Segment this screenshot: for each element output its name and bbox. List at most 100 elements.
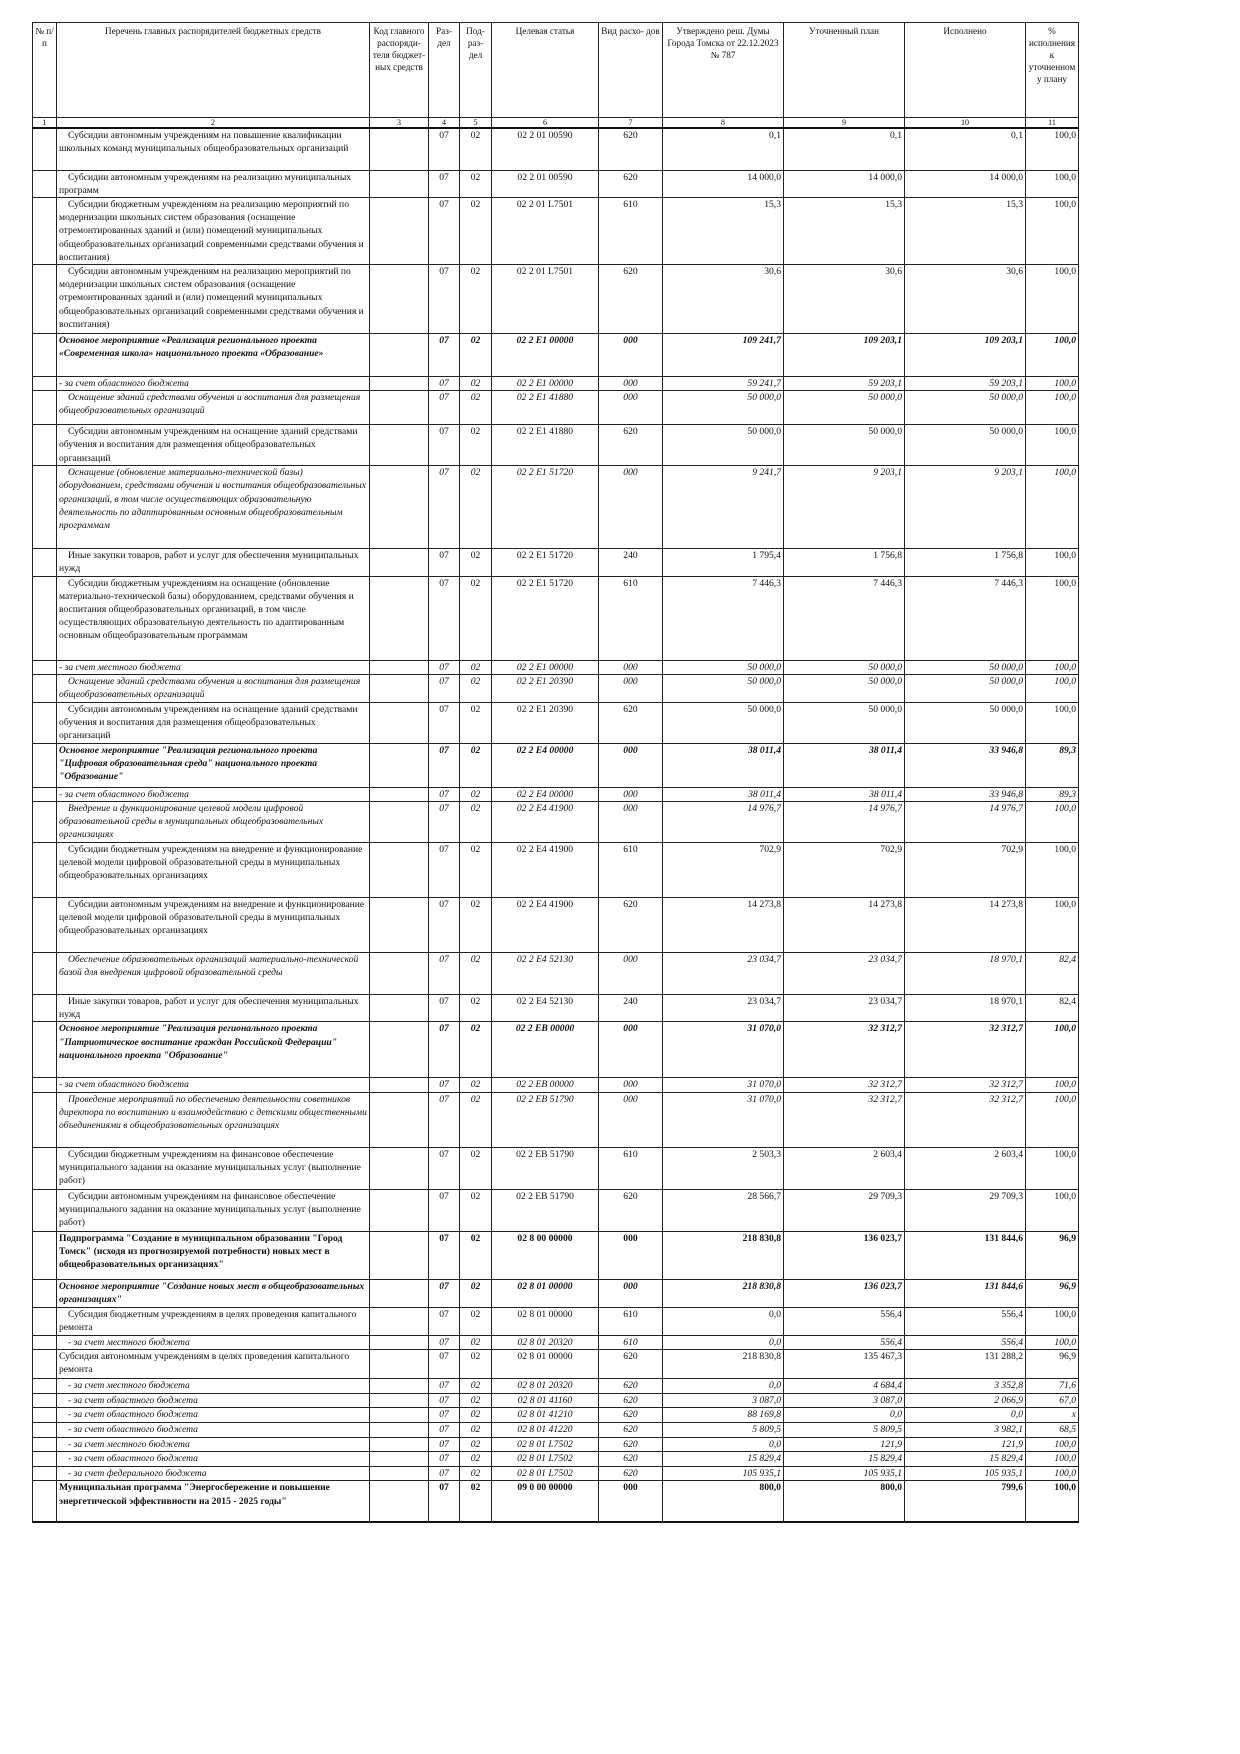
item-value: 100,0 [1025,332,1079,377]
item-value: 23 034,7 [662,951,784,995]
item-value: 100,0 [1025,1021,1079,1079]
data-row: - за счет местного бюджета 07 02 02 2 E1 00… [32,659,1079,675]
empty-cell [369,659,429,675]
item-value: 620 [598,701,663,744]
item-value: 620 [598,1377,663,1394]
item-value: 02 8 00 00000 [491,1230,599,1280]
item-name: Муниципальная программа "Энергосбережени… [56,1480,370,1523]
item-name: Оснащение зданий средствами обучения и в… [56,673,370,703]
data-row: Субсидии бюджетным учреждениям на внедре… [32,841,1079,898]
item-value: 3 087,0 [662,1392,784,1408]
item-value: 02 2 E1 51720 [491,465,599,550]
item-value: 71,6 [1025,1377,1079,1394]
item-value: 15 829,4 [904,1451,1026,1468]
item-value: 02 [459,993,492,1023]
item-value: 620 [598,1421,663,1438]
item-value: 02 [459,424,492,467]
item-value: 30,6 [662,263,784,334]
item-name: - за счет местного бюджета [56,659,370,675]
data-row: - за счет федерального бюджета 07 02 02 8 0… [32,1466,1079,1482]
item-value: 1 795,4 [662,548,784,577]
column-number: 6 [491,117,599,129]
item-value: 3 982,1 [904,1421,1026,1438]
item-value: 000 [598,375,663,392]
item-value: 02 2 E1 41880 [491,390,599,426]
item-value: 07 [428,1021,460,1079]
empty-cell [369,375,429,392]
data-row: Субсидия бюджетным учреждениям в целях п… [32,1306,1079,1336]
item-value: 0,1 [904,127,1026,171]
item-value: 02 [459,196,492,265]
item-value: 136 023,7 [783,1230,905,1280]
item-value: 89,3 [1025,786,1079,802]
item-value: 02 [459,1334,492,1350]
data-row: Муниципальная программа "Энергосбережени… [32,1480,1079,1523]
item-value: 620 [598,1348,663,1379]
item-value: 218 830,8 [662,1348,784,1379]
item-value: 000 [598,742,663,788]
empty-cell [369,742,429,788]
empty-cell [369,1230,429,1280]
item-value: 1 756,8 [783,548,905,577]
item-value: 32 312,7 [904,1021,1026,1079]
data-row: Оснащение зданий средствами обучения и в… [32,390,1079,426]
item-value: 50 000,0 [783,390,905,426]
item-value: 07 [428,786,460,802]
item-value: 67,0 [1025,1392,1079,1408]
table-head: № п/п Перечень главных распорядителей бюд… [32,22,1079,129]
item-value: 07 [428,1392,460,1408]
item-value: 15,3 [662,196,784,265]
empty-cell [369,1021,429,1079]
item-value: 100,0 [1025,127,1079,171]
empty-cell [369,993,429,1023]
column-number: 10 [904,117,1026,129]
item-value: 07 [428,1091,460,1148]
empty-cell [369,1421,429,1438]
item-value: 0,0 [662,1306,784,1336]
item-value: 07 [428,1451,460,1468]
data-row: Основное мероприятие "Реализация региона… [32,1021,1079,1079]
item-value: 88 169,8 [662,1406,784,1423]
item-value: 610 [598,196,663,265]
empty-cell [32,1377,57,1394]
data-row: - за счет областного бюджета 07 02 02 2 E4 … [32,786,1079,802]
item-value: 07 [428,800,460,843]
data-row: Иные закупки товаров, работ и услуг для … [32,548,1079,577]
item-value: 000 [598,800,663,843]
item-value: 100,0 [1025,1436,1079,1453]
item-value: 02 [459,1230,492,1280]
item-value: 07 [428,1480,460,1523]
item-value: 02 8 01 L7502 [491,1451,599,1468]
item-value: 59 203,1 [783,375,905,392]
item-value: x [1025,1406,1079,1423]
data-row: - за счет областного бюджета 07 02 02 2 EB … [32,1077,1079,1093]
item-value: 100,0 [1025,375,1079,392]
item-value: 000 [598,1230,663,1280]
item-value: 0,0 [662,1334,784,1350]
empty-cell [369,1406,429,1423]
item-value: 9 203,1 [904,465,1026,550]
empty-cell [32,896,57,953]
item-value: 07 [428,742,460,788]
item-name: - за счет областного бюджета [56,786,370,802]
item-value: 07 [428,127,460,171]
header-row: № п/п Перечень главных распорядителей бюд… [32,22,1079,118]
data-row: Субсидии бюджетным учреждениям на финанс… [32,1146,1079,1190]
item-name: Субсидии бюджетным учреждениям на оснаще… [56,575,370,661]
item-value: 702,9 [783,841,905,898]
empty-cell [369,169,429,198]
item-value: 31 070,0 [662,1091,784,1148]
empty-cell [32,1146,57,1190]
empty-cell [369,424,429,467]
item-value: 0,1 [783,127,905,171]
column-number: 5 [459,117,492,129]
data-row: - за счет местного бюджета 07 02 02 8 01 L7… [32,1436,1079,1453]
item-value: 50 000,0 [904,424,1026,467]
item-value: 50 000,0 [662,659,784,675]
item-value: 02 [459,951,492,995]
data-row: Основное мероприятие "Создание новых мес… [32,1278,1079,1308]
item-value: 07 [428,673,460,703]
item-value: 02 [459,1077,492,1093]
item-value: 109 203,1 [783,332,905,377]
item-value: 105 935,1 [783,1466,905,1482]
